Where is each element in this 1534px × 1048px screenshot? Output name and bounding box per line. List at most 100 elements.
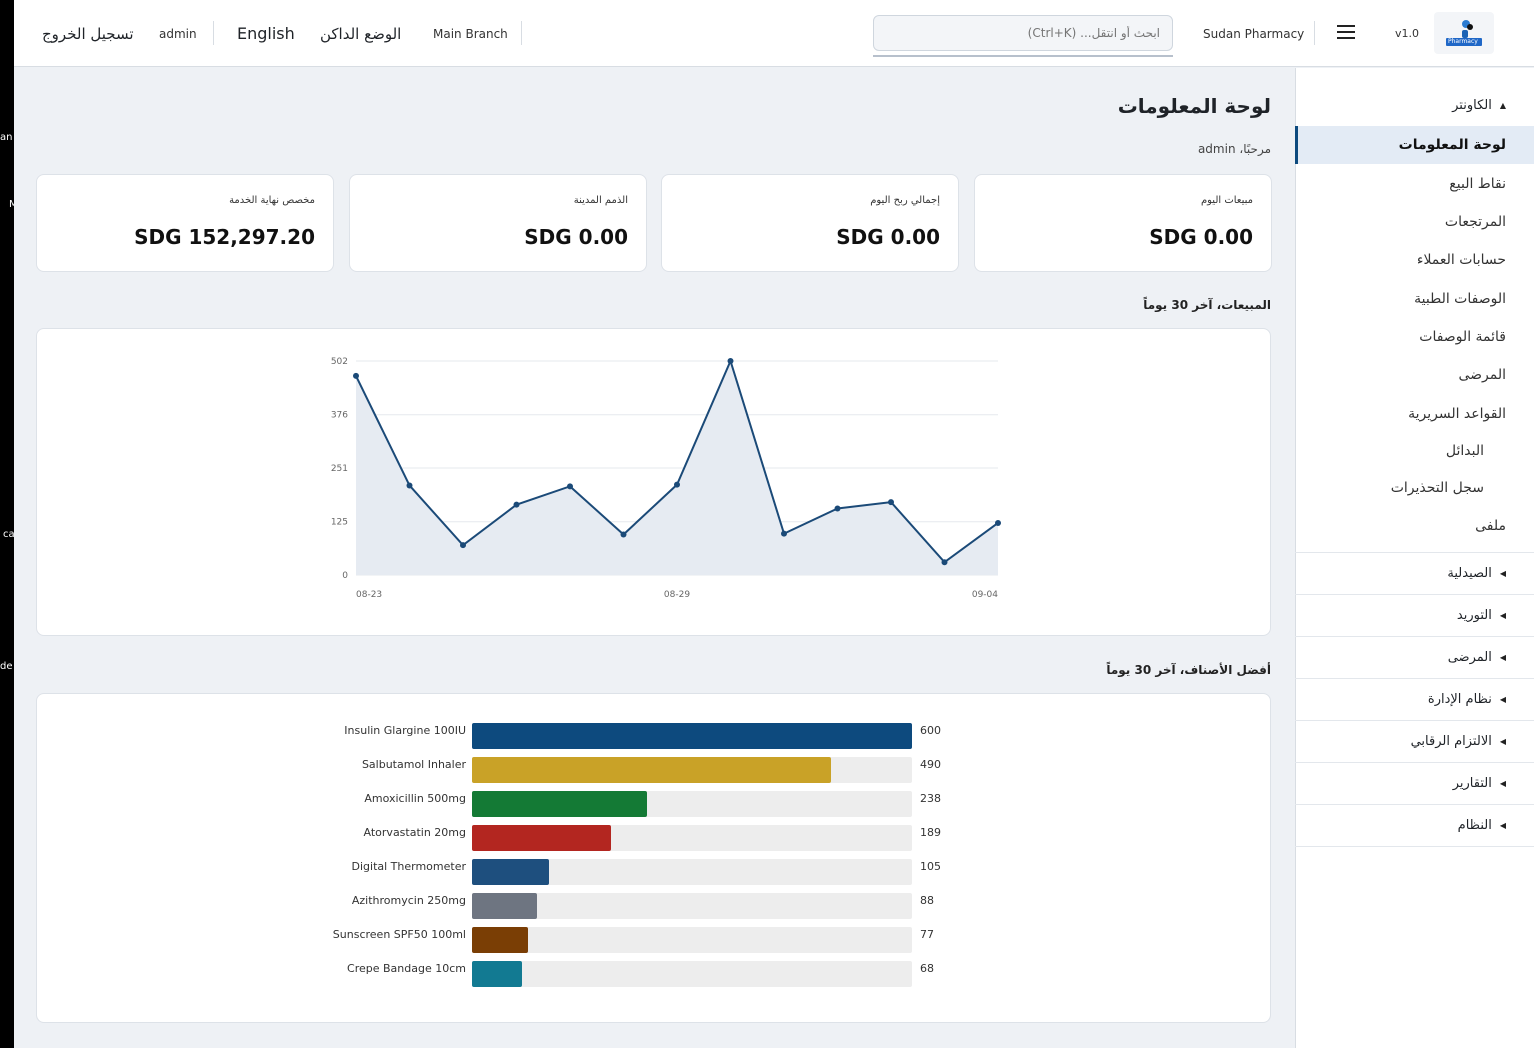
bar-track — [472, 893, 912, 919]
sidebar: ▲ الكاونتر لوحة المعلومات نقاط البيع الم… — [1295, 68, 1534, 1048]
search-input[interactable] — [873, 15, 1173, 51]
dark-mode-toggle[interactable]: الوضع الداكن — [320, 24, 402, 43]
page-title: لوحة المعلومات — [1117, 94, 1271, 118]
bar-track — [472, 825, 912, 851]
sidebar-item-warnings-log[interactable]: سجل التحذيرات — [1390, 480, 1484, 496]
menu-icon[interactable] — [1337, 25, 1355, 39]
card-value: SDG 0.00 — [524, 225, 628, 249]
y-tick-label: 502 — [331, 357, 348, 367]
sidebar-group-counter[interactable]: ▲ الكاونتر — [1295, 84, 1534, 126]
sidebar-group-reports[interactable]: ◀ التقارير — [1295, 763, 1534, 805]
y-tick-label: 251 — [331, 464, 348, 474]
branch-selector[interactable]: Main Branch — [433, 26, 508, 41]
bar-row: Sunscreen SPF50 100ml 77 — [37, 927, 1272, 953]
card-end-of-service: مخصص نهاية الخدمة SDG 152,297.20 — [36, 174, 334, 272]
left-strip-text: M — [9, 199, 14, 210]
user-name[interactable]: admin — [159, 26, 197, 41]
sidebar-group-label: النظام — [1457, 818, 1492, 833]
sales-point — [567, 483, 573, 490]
bar — [472, 961, 522, 987]
x-tick-label: 08-23 — [356, 590, 382, 600]
sidebar-item-patients[interactable]: المرضى — [1458, 367, 1506, 383]
sidebar-group-label: الصيدلية — [1447, 566, 1492, 581]
bar-row: Azithromycin 250mg 88 — [37, 893, 1272, 919]
top-items-title: أفضل الأصناف، آخر 30 يوماً — [1106, 663, 1271, 677]
sidebar-group-patients[interactable]: ◀ المرضى — [1295, 637, 1534, 679]
sidebar-item-dashboard[interactable]: لوحة المعلومات — [1295, 126, 1534, 164]
bar-track — [472, 757, 912, 783]
caret-up-icon: ▲ — [1499, 100, 1506, 110]
sidebar-item-clinical-rules[interactable]: القواعد السريرية — [1408, 406, 1506, 422]
sales-point — [727, 358, 734, 364]
top-header: تسجيل الخروج admin English الوضع الداكن … — [14, 0, 1534, 67]
x-tick-label: 09-04 — [972, 590, 998, 600]
language-toggle[interactable]: English — [237, 24, 295, 43]
bar-track — [472, 791, 912, 817]
sidebar-item-prescription-list[interactable]: قائمة الوصفات — [1419, 329, 1506, 345]
logo-text: Pharmacy — [1448, 38, 1478, 45]
left-edge-strip: an M ca de — [0, 0, 14, 1048]
sales-point — [406, 482, 413, 489]
y-tick-label: 376 — [331, 411, 348, 421]
sidebar-item-alternatives[interactable]: البدائل — [1445, 443, 1484, 459]
sidebar-group-procurement[interactable]: ◀ التوريد — [1295, 595, 1534, 637]
sidebar-group-management[interactable]: ◀ نظام الإدارة — [1295, 679, 1534, 721]
sidebar-group-label: الكاونتر — [1452, 97, 1492, 113]
pharmacy-logo[interactable]: Pharmacy — [1434, 12, 1494, 54]
bar-value: 490 — [920, 758, 941, 771]
sidebar-item-returns[interactable]: المرتجعات — [1444, 214, 1506, 230]
card-today-sales: مبيعات اليوم SDG 0.00 — [974, 174, 1272, 272]
sidebar-item-customer-accounts[interactable]: حسابات العملاء — [1416, 252, 1506, 268]
sidebar-group-label: التقارير — [1452, 776, 1492, 791]
caret-left-icon: ◀ — [1499, 695, 1506, 704]
bar-label: Sunscreen SPF50 100ml — [332, 928, 466, 941]
bar-value: 68 — [920, 962, 934, 975]
sidebar-group-system[interactable]: ◀ النظام — [1295, 805, 1534, 847]
caret-left-icon: ◀ — [1499, 611, 1506, 620]
sidebar-group-label: نظام الإدارة — [1427, 692, 1492, 707]
bar-track — [472, 723, 912, 749]
sales-point — [888, 499, 894, 506]
sidebar-item-pos[interactable]: نقاط البيع — [1449, 176, 1506, 192]
version-label: v1.0 — [1395, 27, 1420, 40]
card-value: SDG 0.00 — [836, 225, 940, 249]
sidebar-item-prescriptions[interactable]: الوصفات الطبية — [1414, 291, 1506, 307]
bar-value: 600 — [920, 724, 941, 737]
sidebar-group-label: التوريد — [1456, 608, 1492, 623]
sales-point — [781, 530, 787, 537]
bar-track — [472, 859, 912, 885]
bar-row: Salbutamol Inhaler 490 — [37, 757, 1272, 783]
sidebar-group-pharmacy[interactable]: ◀ الصيدلية — [1295, 553, 1534, 595]
bar-label: Crepe Bandage 10cm — [347, 962, 466, 975]
bar — [472, 825, 611, 851]
bar-value: 189 — [920, 826, 941, 839]
card-value: SDG 0.00 — [1149, 225, 1253, 249]
bar — [472, 757, 832, 783]
sales-area — [356, 361, 998, 575]
x-tick-label: 08-29 — [664, 590, 690, 600]
y-tick-label: 0 — [342, 571, 348, 581]
bar-label: Atorvastatin 20mg — [363, 826, 466, 839]
bar-row: Atorvastatin 20mg 189 — [37, 825, 1272, 851]
top-items-panel: Insulin Glargine 100IU 600 Salbutamol Inha… — [36, 693, 1271, 1023]
divider — [213, 21, 214, 45]
bar-row: Amoxicillin 500mg 238 — [37, 791, 1272, 817]
bar-value: 105 — [920, 860, 941, 873]
sidebar-group-compliance[interactable]: ◀ الالتزام الرقابي — [1295, 721, 1534, 763]
bar-value: 77 — [920, 928, 934, 941]
divider — [1314, 21, 1315, 45]
divider — [521, 21, 522, 45]
left-strip-text: an — [0, 132, 13, 143]
bar-label: Azithromycin 250mg — [351, 894, 466, 907]
sales-point — [353, 372, 359, 379]
bar-label: Insulin Glargine 100IU — [344, 724, 466, 737]
logout-button[interactable]: تسجيل الخروج — [42, 24, 134, 43]
card-today-profit: إجمالي ربح اليوم SDG 0.00 — [661, 174, 959, 272]
sales-line-chart: 0 125 251 376 502 08-23 08-29 09-04 — [331, 357, 1001, 600]
main-content: لوحة المعلومات مرحبًا، admin مبيعات اليو… — [14, 68, 1295, 1048]
card-label: مخصص نهاية الخدمة — [229, 195, 315, 206]
pharmacy-logo-icon — [1446, 20, 1482, 46]
sales-chart-title: المبيعات، آخر 30 يوماً — [1143, 298, 1271, 312]
sidebar-item-profile[interactable]: ملفى — [1475, 518, 1506, 534]
bar — [472, 893, 537, 919]
